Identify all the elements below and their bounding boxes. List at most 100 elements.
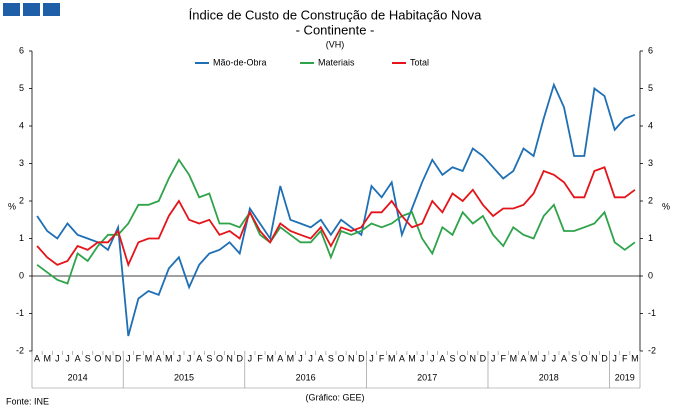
logo-block xyxy=(23,3,40,16)
y-tick-label: 4 xyxy=(19,120,24,130)
y2-tick-label: 6 xyxy=(648,45,653,55)
x-tick-label: J xyxy=(65,353,70,363)
y2-tick-label: -1 xyxy=(648,308,656,318)
x-tick-label: M xyxy=(43,353,51,363)
y2-tick-label: 3 xyxy=(648,158,653,168)
x-tick-label: N xyxy=(226,353,233,363)
x-tick-label: O xyxy=(581,353,588,363)
x-tick-label: N xyxy=(591,353,598,363)
x-tick-label: F xyxy=(379,353,385,363)
year-label: 2018 xyxy=(539,372,559,382)
year-label: 2015 xyxy=(174,372,194,382)
y2-tick-label: -2 xyxy=(648,345,656,355)
x-tick-label: D xyxy=(601,353,608,363)
x-tick-label: D xyxy=(115,353,122,363)
x-tick-label: M xyxy=(631,353,639,363)
x-tick-label: J xyxy=(612,353,617,363)
y-tick-label: 0 xyxy=(19,270,24,280)
x-tick-label: J xyxy=(55,353,60,363)
x-tick-label: M xyxy=(287,353,295,363)
x-tick-label: M xyxy=(266,353,274,363)
x-tick-label: O xyxy=(94,353,101,363)
y2-tick-label: 2 xyxy=(648,195,653,205)
x-tick-label: S xyxy=(85,353,91,363)
logo-block xyxy=(3,3,20,16)
logo-block xyxy=(43,3,60,16)
x-tick-label: N xyxy=(470,353,477,363)
x-tick-label: M xyxy=(510,353,518,363)
y2-tick-label: 5 xyxy=(648,83,653,93)
series-line xyxy=(36,82,636,337)
y-axis-label: % xyxy=(8,201,16,211)
x-tick-label: S xyxy=(328,353,334,363)
x-tick-label: D xyxy=(358,353,365,363)
x-tick-label: S xyxy=(450,353,456,363)
year-label: 2017 xyxy=(417,372,437,382)
series-line xyxy=(36,158,636,285)
unit-note: (VH) xyxy=(326,39,345,49)
x-tick-label: J xyxy=(126,353,131,363)
y2-tick-label: 0 xyxy=(648,270,653,280)
x-tick-label: A xyxy=(196,353,202,363)
x-tick-label: D xyxy=(236,353,243,363)
x-tick-label: S xyxy=(571,353,577,363)
x-tick-label: J xyxy=(491,353,496,363)
x-tick-label: M xyxy=(388,353,396,363)
x-tick-label: A xyxy=(318,353,324,363)
y-tick-label: -2 xyxy=(16,345,24,355)
x-tick-label: J xyxy=(187,353,192,363)
credit: (Gráfico: GEE) xyxy=(305,392,364,402)
year-label: 2016 xyxy=(296,372,316,382)
x-tick-label: J xyxy=(177,353,182,363)
y-tick-label: 2 xyxy=(19,195,24,205)
y-tick-label: 1 xyxy=(19,233,24,243)
y2-axis-label: % xyxy=(662,201,670,211)
x-tick-label: A xyxy=(156,353,162,363)
y-tick-label: -1 xyxy=(16,308,24,318)
y-tick-label: 6 xyxy=(19,45,24,55)
year-label: 2019 xyxy=(615,372,635,382)
x-tick-label: J xyxy=(308,353,313,363)
x-tick-label: A xyxy=(277,353,283,363)
x-tick-label: M xyxy=(530,353,538,363)
x-tick-label: J xyxy=(430,353,435,363)
x-tick-label: M xyxy=(145,353,153,363)
x-tick-label: A xyxy=(75,353,81,363)
year-label: 2014 xyxy=(68,372,88,382)
x-tick-label: D xyxy=(480,353,487,363)
legend-label: Materiais xyxy=(318,57,355,67)
chart-subtitle: - Continente - xyxy=(296,22,375,37)
x-tick-label: O xyxy=(459,353,466,363)
x-tick-label: J xyxy=(369,353,374,363)
series-line xyxy=(36,166,636,268)
x-tick-label: O xyxy=(216,353,223,363)
x-tick-label: J xyxy=(420,353,425,363)
x-tick-label: F xyxy=(136,353,142,363)
source: Fonte: INE xyxy=(6,396,49,406)
chart-title: Índice de Custo de Construção de Habitaç… xyxy=(189,7,482,22)
x-tick-label: A xyxy=(399,353,405,363)
x-tick-label: A xyxy=(439,353,445,363)
x-tick-label: F xyxy=(500,353,506,363)
x-tick-label: J xyxy=(552,353,557,363)
legend-label: Mão-de-Obra xyxy=(213,57,267,67)
y2-tick-label: 4 xyxy=(648,120,653,130)
x-tick-label: O xyxy=(338,353,345,363)
x-tick-label: J xyxy=(298,353,303,363)
x-tick-label: N xyxy=(105,353,112,363)
x-tick-label: A xyxy=(34,353,40,363)
x-tick-label: F xyxy=(257,353,263,363)
x-tick-label: M xyxy=(408,353,416,363)
x-tick-label: J xyxy=(541,353,546,363)
x-tick-label: F xyxy=(622,353,628,363)
x-tick-label: A xyxy=(520,353,526,363)
y-tick-label: 5 xyxy=(19,83,24,93)
x-tick-label: N xyxy=(348,353,355,363)
legend-label: Total xyxy=(410,57,429,67)
x-tick-label: M xyxy=(165,353,173,363)
y2-tick-label: 1 xyxy=(648,233,653,243)
x-tick-label: A xyxy=(561,353,567,363)
y-tick-label: 3 xyxy=(19,158,24,168)
x-tick-label: S xyxy=(206,353,212,363)
